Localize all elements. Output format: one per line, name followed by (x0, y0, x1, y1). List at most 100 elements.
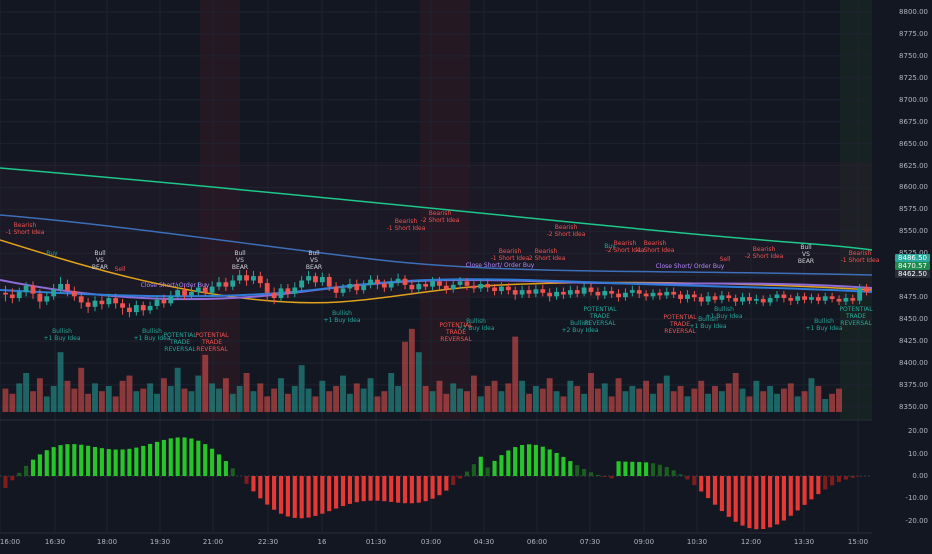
volume-bar (30, 391, 36, 412)
volume-bar (443, 394, 449, 412)
time-tick: 15:00 (848, 538, 868, 546)
candle-body (313, 276, 318, 282)
candle-body (637, 290, 642, 294)
signal-annotation: Bullish +1 Buy Idea (689, 316, 726, 330)
volume-bar (753, 381, 759, 412)
signal-annotation: Bullish +1 Buy Idea (323, 310, 360, 324)
osc-bar (789, 476, 793, 516)
candle-body (189, 292, 194, 296)
osc-bar (506, 450, 510, 476)
candle-body (864, 288, 869, 292)
osc-bar (72, 444, 76, 476)
candle-body (354, 284, 359, 290)
oscillator-tick: -10.00 (905, 494, 928, 502)
volume-bar (65, 381, 71, 412)
osc-bar (678, 474, 682, 476)
candle-body (533, 289, 538, 293)
volume-bar (368, 378, 374, 412)
time-tick: 19:30 (150, 538, 170, 546)
osc-bar (279, 476, 283, 514)
osc-bar (52, 447, 56, 476)
price-tick: 8450.00 (899, 315, 928, 323)
time-tick: 18:00 (97, 538, 117, 546)
candle-body (823, 296, 828, 300)
signal-annotation: Sell (115, 266, 126, 273)
volume-bar (705, 394, 711, 412)
candle-body (699, 297, 704, 301)
candle-body (747, 297, 752, 301)
candle-body (120, 303, 125, 307)
volume-bar (106, 386, 112, 412)
volume-bar (9, 394, 15, 412)
time-tick: 01:30 (366, 538, 386, 546)
volume-bar (313, 396, 319, 412)
candle-body (768, 298, 773, 302)
signal-annotation: POTENTIAL TRADE REVERSAL (195, 332, 228, 353)
volume-bar (581, 394, 587, 412)
candle-body (51, 289, 56, 296)
volume-bar (595, 389, 601, 412)
volume-bar (140, 389, 146, 412)
osc-bar (196, 441, 200, 476)
volume-bar (795, 396, 801, 412)
price-tick: 8600.00 (899, 183, 928, 191)
oscillator-tick: 0.00 (912, 472, 928, 480)
candle-body (423, 284, 428, 287)
volume-bar (802, 391, 808, 412)
volume-bar (629, 386, 635, 412)
osc-bar (134, 448, 138, 476)
osc-bar (389, 476, 393, 502)
candle-body (692, 295, 697, 298)
candle-body (175, 290, 180, 296)
time-tick: 13:30 (794, 538, 814, 546)
volume-bar (409, 329, 415, 412)
signal-annotation: Buy (46, 250, 57, 257)
volume-bar (809, 378, 815, 412)
time-tick: 21:00 (203, 538, 223, 546)
osc-bar (120, 449, 124, 476)
time-tick: 16:30 (45, 538, 65, 546)
candle-body (437, 281, 442, 285)
candle-body (775, 295, 780, 299)
volume-bar (512, 337, 518, 412)
osc-bar (141, 446, 145, 476)
price-tick: 8750.00 (899, 52, 928, 60)
osc-bar (272, 476, 276, 510)
volume-bar (189, 391, 195, 412)
osc-bar (761, 476, 765, 529)
candle-body (272, 293, 277, 298)
osc-bar (816, 476, 820, 494)
candle-body (168, 296, 173, 303)
osc-bar (203, 444, 207, 476)
volume-bar (340, 376, 346, 412)
candle-body (430, 281, 435, 286)
osc-bar (534, 445, 538, 476)
price-tick: 8650.00 (899, 140, 928, 148)
volume-bar (671, 391, 677, 412)
candle-body (223, 282, 228, 286)
candle-body (816, 297, 821, 301)
candle-body (148, 306, 153, 310)
osc-bar (217, 454, 221, 476)
osc-bar (396, 476, 400, 503)
volume-bar (437, 381, 443, 412)
volume-bar (37, 378, 43, 412)
osc-bar (499, 455, 503, 476)
volume-bar (120, 381, 126, 412)
volume-bar (822, 399, 828, 412)
osc-bar (458, 476, 462, 479)
price-tick: 8375.00 (899, 381, 928, 389)
osc-bar (561, 457, 565, 476)
price-tick: 8350.00 (899, 403, 928, 411)
osc-bar (644, 462, 648, 476)
candle-body (616, 294, 621, 298)
oscillator-tick: 10.00 (908, 450, 928, 458)
volume-bar (781, 389, 787, 412)
osc-bar (768, 476, 772, 527)
volume-bar (526, 394, 532, 412)
candle-body (754, 299, 759, 301)
candle-body (465, 281, 470, 285)
osc-bar (623, 462, 627, 476)
